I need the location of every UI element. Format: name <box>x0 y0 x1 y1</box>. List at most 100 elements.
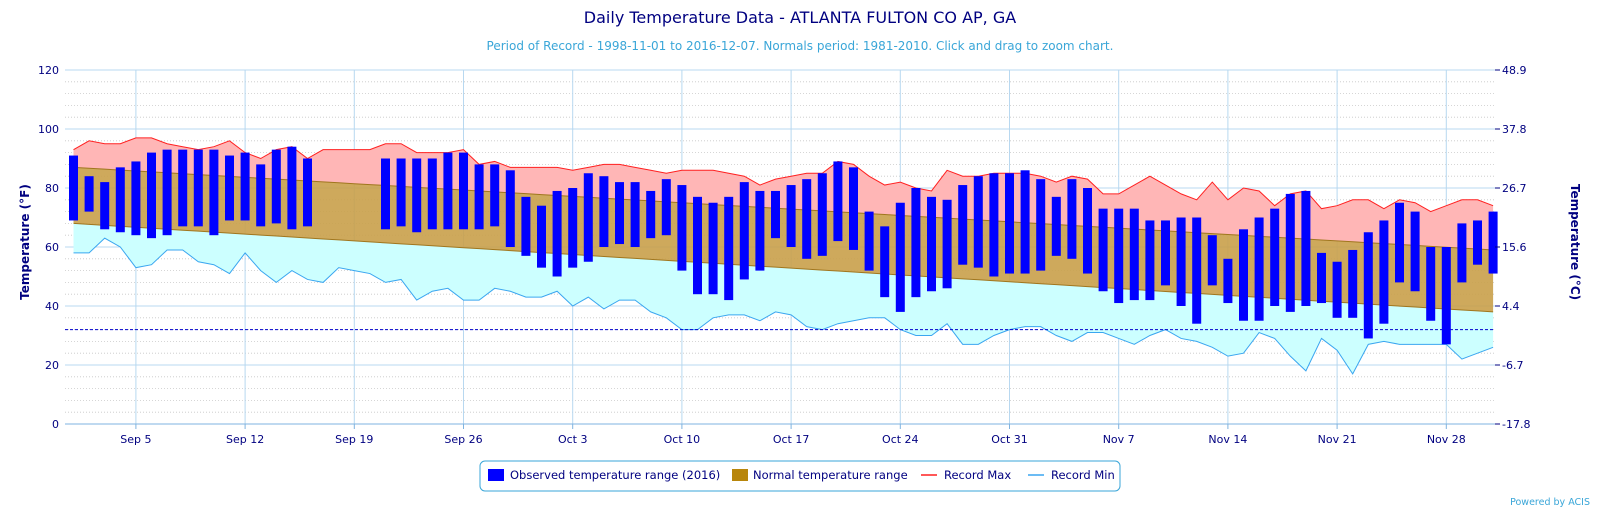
observed-bar <box>84 176 94 212</box>
observed-bar <box>1285 193 1295 312</box>
observed-bar <box>646 190 656 239</box>
legend-label-observed: Observed temperature range (2016) <box>510 468 720 482</box>
observed-bar <box>942 199 952 289</box>
observed-bar <box>1239 229 1248 321</box>
observed-bar <box>786 185 796 247</box>
credit-link[interactable]: Powered by ACIS <box>1510 497 1590 508</box>
observed-bar <box>256 164 266 227</box>
observed-bar <box>864 211 874 271</box>
observed-bar <box>927 196 936 292</box>
observed-bar <box>958 185 968 265</box>
record-min-line <box>73 237 1494 375</box>
y-tick-label-right: 26.7 <box>1502 182 1527 195</box>
observed-bar <box>1192 217 1202 324</box>
x-tick-label: Nov 21 <box>1318 433 1357 446</box>
y-tick-label-right: -17.8 <box>1502 418 1530 431</box>
y-tick-label-left: 80 <box>45 182 59 195</box>
observed-bar <box>287 146 297 230</box>
legend-swatch-observed <box>488 469 504 481</box>
record-max-line <box>73 137 1494 213</box>
x-tick-label: Sep 26 <box>444 433 482 446</box>
observed-bar <box>69 155 78 221</box>
observed-bar <box>1098 208 1108 292</box>
y-tick-label-right: 37.8 <box>1502 123 1527 136</box>
observed-bar <box>1426 247 1436 321</box>
y-tick-label-left: 0 <box>52 418 59 431</box>
chart-subtitle: Period of Record - 1998-11-01 to 2016-12… <box>487 39 1114 53</box>
legend-swatch-normal <box>732 469 748 481</box>
observed-bar <box>724 196 734 301</box>
legend-item-record-max[interactable]: Record Max <box>921 468 1011 482</box>
y-tick-label-right: 48.9 <box>1502 64 1527 77</box>
observed-bars <box>69 146 1498 345</box>
observed-bar <box>739 182 749 280</box>
observed-bar <box>833 161 843 242</box>
observed-bar <box>1301 190 1311 306</box>
observed-bar <box>1457 223 1467 283</box>
x-tick-label: Oct 24 <box>882 433 919 446</box>
observed-bar <box>599 176 609 247</box>
y-tick-label-left: 100 <box>38 123 59 136</box>
observed-bar <box>178 149 188 227</box>
y-tick-label-left: 40 <box>45 300 59 313</box>
y-tick-label-left: 120 <box>38 64 59 77</box>
observed-bar <box>162 149 172 236</box>
x-tick-label: Nov 28 <box>1427 433 1466 446</box>
observed-bar <box>209 149 219 236</box>
observed-bar <box>989 173 999 277</box>
observed-bar <box>1379 220 1389 324</box>
observed-bar <box>427 158 437 230</box>
observed-bar <box>537 205 546 268</box>
y-tick-label-left: 20 <box>45 359 59 372</box>
y-axis-title-left: Temperature (°F) <box>18 184 32 300</box>
legend-item-record-min[interactable]: Record Min <box>1028 468 1115 482</box>
observed-bar <box>459 152 468 230</box>
legend-item-observed[interactable]: Observed temperature range (2016) <box>488 468 720 482</box>
observed-bar <box>1067 179 1077 259</box>
observed-bar <box>1488 211 1498 274</box>
observed-bar <box>615 182 624 245</box>
legend-item-normal[interactable]: Normal temperature range <box>732 468 908 482</box>
observed-bar <box>661 179 671 236</box>
observed-bar <box>849 167 858 250</box>
observed-bar <box>1254 217 1264 321</box>
observed-bar <box>973 176 983 268</box>
observed-bar <box>225 155 234 221</box>
x-tick-label: Nov 14 <box>1208 433 1247 446</box>
y-tick-label-right: -6.7 <box>1502 359 1523 372</box>
observed-bar <box>1036 179 1046 271</box>
observed-bar <box>443 152 453 230</box>
observed-bar <box>381 158 390 230</box>
observed-bar <box>1317 252 1326 304</box>
observed-bar <box>1348 249 1358 318</box>
observed-bar <box>802 179 812 259</box>
observed-bar <box>583 173 593 262</box>
x-tick-label: Oct 31 <box>991 433 1028 446</box>
x-tick-label: Sep 12 <box>226 433 264 446</box>
observed-bar <box>880 226 890 298</box>
observed-bar <box>1176 217 1186 306</box>
legend-label-record-min: Record Min <box>1051 468 1115 482</box>
y-tick-label-left: 60 <box>45 241 59 254</box>
observed-bar <box>1083 188 1092 274</box>
x-tick-label: Sep 19 <box>335 433 373 446</box>
observed-bar <box>521 196 531 256</box>
observed-bar <box>630 182 640 247</box>
observed-bar <box>677 185 687 271</box>
x-tick-label: Sep 5 <box>120 433 151 446</box>
y-axis-title-right: Temperature (°C) <box>1568 184 1582 300</box>
x-tick-label: Oct 17 <box>773 433 810 446</box>
observed-bar <box>568 188 578 268</box>
x-tick-label: Oct 3 <box>558 433 588 446</box>
chart-title: Daily Temperature Data - ATLANTA FULTON … <box>584 8 1016 27</box>
observed-bar <box>1473 220 1482 265</box>
observed-bar <box>412 158 422 233</box>
observed-bar <box>708 202 718 295</box>
record-min-area <box>73 223 1494 374</box>
observed-bar <box>100 182 110 230</box>
observed-bar <box>552 190 562 277</box>
observed-bar <box>115 167 125 233</box>
observed-bar <box>147 152 156 239</box>
